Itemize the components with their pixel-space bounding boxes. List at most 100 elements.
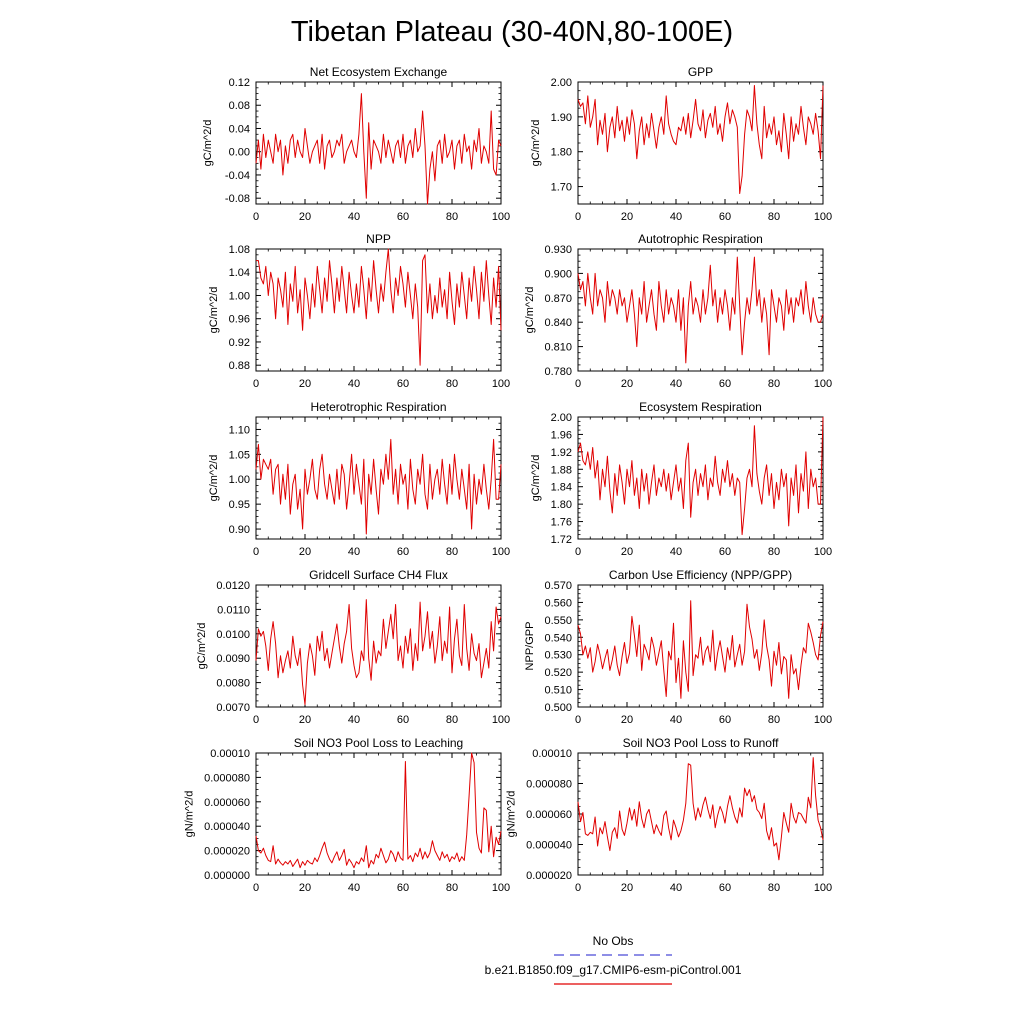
x-tick-label: 40 <box>670 714 682 726</box>
panel-title: Gridcell Surface CH4 Flux <box>309 568 448 582</box>
y-tick-label: 0.88 <box>229 360 250 372</box>
y-tick-label: 0.0090 <box>216 653 250 665</box>
y-tick-label: 0.000020 <box>526 870 572 882</box>
y-tick-label: 1.90 <box>551 112 572 124</box>
plot-frame <box>255 81 502 205</box>
chart-panel: GPP 0 20 40 60 80 100 1.70 1.80 1.90 2.00 gC/m^2/d <box>530 65 832 223</box>
x-tick-label: 0 <box>253 211 259 223</box>
y-tick-label: 0.0070 <box>216 702 250 714</box>
series-line <box>577 416 824 536</box>
y-tick-label: 1.04 <box>229 267 250 279</box>
series-line <box>256 248 502 366</box>
y-tick-label: 1.10 <box>229 424 250 436</box>
chart-panels: Net Ecosystem Exchange 0 20 40 60 80 100 -0.08 -… <box>183 65 832 894</box>
series-line <box>577 85 824 194</box>
legend-label: b.e21.B1850.f09_g17.CMIP6-esm-piControl.… <box>485 963 742 977</box>
y-tick-label: 1.80 <box>551 499 572 511</box>
y-tick-label: 1.05 <box>229 449 250 461</box>
x-tick-label: 40 <box>348 714 360 726</box>
plot-frame <box>255 584 502 708</box>
y-tick-label: 0.00 <box>229 147 250 159</box>
x-tick-label: 0 <box>253 714 259 726</box>
y-tick-label: 1.00 <box>229 290 250 302</box>
series-line <box>577 256 824 364</box>
chart-panel: Soil NO3 Pool Loss to Leaching 0 20 40 60 80 1… <box>183 736 510 894</box>
y-axis-label: gC/m^2/d <box>196 623 208 670</box>
x-tick-label: 20 <box>299 378 311 390</box>
panel-title: Heterotrophic Respiration <box>310 400 446 414</box>
x-tick-label: 80 <box>768 882 780 894</box>
x-tick-label: 60 <box>397 378 409 390</box>
x-tick-label: 80 <box>768 714 780 726</box>
y-tick-label: 0.000060 <box>204 797 250 809</box>
series-line <box>255 599 502 706</box>
y-tick-label: 0.510 <box>544 685 572 697</box>
x-tick-label: 40 <box>670 882 682 894</box>
y-tick-label: 0.96 <box>229 314 250 326</box>
y-tick-label: 0.780 <box>544 366 572 378</box>
x-tick-label: 100 <box>492 882 510 894</box>
y-tick-label: 0.000080 <box>204 772 250 784</box>
x-tick-label: 80 <box>446 211 458 223</box>
x-tick-label: 0 <box>253 882 259 894</box>
x-tick-label: 60 <box>719 211 731 223</box>
y-tick-label: 0.08 <box>229 100 250 112</box>
y-tick-label: 0.500 <box>544 702 572 714</box>
x-tick-label: 100 <box>814 378 832 390</box>
x-tick-label: 40 <box>348 882 360 894</box>
x-tick-label: 0 <box>575 378 581 390</box>
y-tick-label: 0.00010 <box>532 748 572 760</box>
y-tick-label: 0.000040 <box>526 840 572 852</box>
x-tick-label: 20 <box>299 211 311 223</box>
x-tick-label: 100 <box>492 211 510 223</box>
x-tick-label: 0 <box>575 546 581 558</box>
y-tick-label: -0.08 <box>225 193 250 205</box>
y-tick-label: 0.560 <box>544 597 572 609</box>
x-tick-label: 60 <box>719 378 731 390</box>
series-line <box>577 757 824 861</box>
series-line <box>577 600 824 699</box>
y-axis-label: gC/m^2/d <box>524 287 536 334</box>
y-tick-label: 0.90 <box>229 524 250 536</box>
y-tick-label: 0.00010 <box>210 748 250 760</box>
y-axis-label: gN/m^2/d <box>183 791 195 838</box>
x-tick-label: 0 <box>575 211 581 223</box>
chart-panel: Net Ecosystem Exchange 0 20 40 60 80 100 -0.08 -… <box>202 65 510 223</box>
y-tick-label: 2.00 <box>551 77 572 89</box>
x-tick-label: 20 <box>621 882 633 894</box>
x-tick-label: 100 <box>814 546 832 558</box>
y-tick-label: 1.84 <box>551 482 572 494</box>
x-tick-label: 40 <box>348 546 360 558</box>
x-tick-label: 0 <box>253 378 259 390</box>
x-tick-label: 100 <box>814 714 832 726</box>
panel-title: Net Ecosystem Exchange <box>310 65 448 79</box>
x-tick-label: 20 <box>299 882 311 894</box>
y-axis-label: NPP/GPP <box>524 622 536 671</box>
y-tick-label: 1.76 <box>551 517 572 529</box>
panel-title: Soil NO3 Pool Loss to Runoff <box>623 736 780 750</box>
y-axis-label: gC/m^2/d <box>202 120 214 167</box>
y-tick-label: 0.540 <box>544 632 572 644</box>
series-line <box>255 752 502 869</box>
x-tick-label: 80 <box>768 378 780 390</box>
y-tick-label: 0.870 <box>544 293 572 305</box>
chart-panel: Heterotrophic Respiration 0 20 40 60 80 100 0.9… <box>208 400 510 558</box>
plot-frame <box>577 81 824 205</box>
y-tick-label: 0.000020 <box>204 846 250 858</box>
panel-title: NPP <box>366 232 391 246</box>
y-tick-label: 0.000080 <box>526 779 572 791</box>
chart-panel: Soil NO3 Pool Loss to Runoff 0 20 40 60 80 100… <box>505 736 832 894</box>
x-tick-label: 0 <box>575 714 581 726</box>
y-tick-label: 0.550 <box>544 615 572 627</box>
panel-title: Carbon Use Efficiency (NPP/GPP) <box>609 568 792 582</box>
x-tick-label: 0 <box>575 882 581 894</box>
x-tick-label: 80 <box>768 546 780 558</box>
x-tick-label: 100 <box>492 714 510 726</box>
x-tick-label: 20 <box>299 546 311 558</box>
x-tick-label: 100 <box>492 546 510 558</box>
x-tick-label: 100 <box>492 378 510 390</box>
y-axis-label: gN/m^2/d <box>505 791 517 838</box>
x-tick-label: 60 <box>397 546 409 558</box>
y-tick-label: 1.88 <box>551 464 572 476</box>
